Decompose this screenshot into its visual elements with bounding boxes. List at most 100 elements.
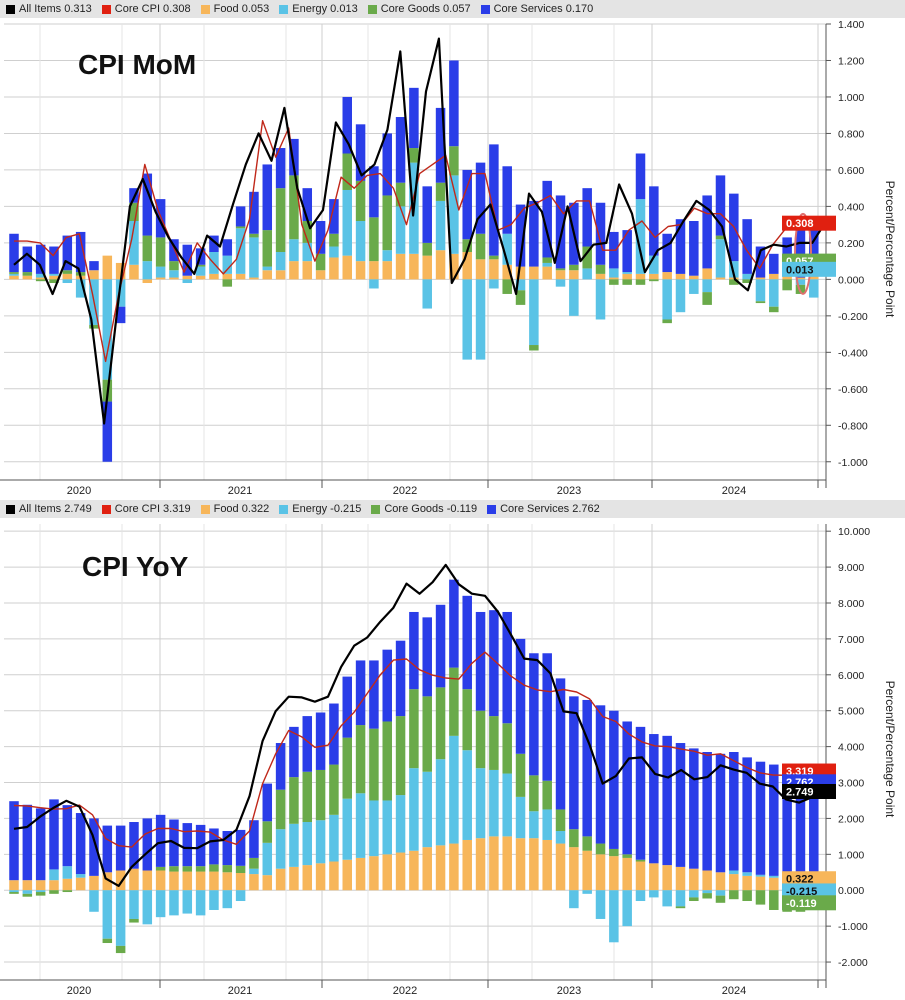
bar-core-goods xyxy=(275,188,286,252)
bar-energy xyxy=(62,866,73,879)
bar-food xyxy=(355,857,366,891)
bar-core-goods xyxy=(609,848,619,857)
bar-energy xyxy=(129,890,139,919)
bar-energy xyxy=(102,279,113,380)
bar-core-goods xyxy=(635,279,646,285)
bar-food xyxy=(649,273,659,280)
bar-core-services xyxy=(75,231,86,273)
bar-food xyxy=(235,873,246,891)
bar-energy xyxy=(582,268,592,280)
bar-energy xyxy=(235,890,246,902)
bar-core-services xyxy=(475,162,486,234)
legend-swatch xyxy=(200,504,210,514)
bar-core-services xyxy=(342,96,352,154)
bar-energy xyxy=(35,273,46,278)
bar-core-goods xyxy=(115,945,126,954)
bar-energy xyxy=(62,279,73,284)
bar-food xyxy=(115,870,126,891)
bar-energy xyxy=(515,279,526,291)
bar-core-goods xyxy=(435,182,446,201)
x-tick-label: 2020 xyxy=(67,485,91,497)
bar-energy xyxy=(702,890,712,894)
bar-energy xyxy=(742,872,752,876)
bar-energy xyxy=(289,823,299,867)
bar-core-services xyxy=(142,173,153,236)
bar-core-services xyxy=(262,783,273,822)
bar-core-services xyxy=(462,169,472,240)
bar-energy xyxy=(382,800,392,855)
bar-core-services xyxy=(62,235,73,271)
end-label-core-goods: -0.119 xyxy=(782,895,836,911)
bar-food xyxy=(769,273,779,280)
bar-core-services xyxy=(222,830,233,866)
bar-food xyxy=(555,270,566,280)
bar-core-services xyxy=(89,818,99,876)
bar-core-services xyxy=(809,228,819,260)
bar-food xyxy=(475,259,486,280)
bar-food xyxy=(262,270,273,280)
bar-food xyxy=(515,266,526,280)
bar-core-goods xyxy=(35,279,46,282)
end-label-text: -0.119 xyxy=(786,898,817,910)
x-tick-label: 2021 xyxy=(228,485,252,497)
bar-energy xyxy=(142,261,153,280)
bar-core-services xyxy=(49,799,59,870)
bar-energy xyxy=(315,820,326,864)
bar-food xyxy=(555,843,566,891)
bar-core-goods xyxy=(755,301,766,304)
bar-food xyxy=(422,847,432,891)
bar-food xyxy=(715,277,726,280)
bar-core-services xyxy=(102,825,113,873)
bar-energy xyxy=(529,811,539,839)
bar-food xyxy=(275,868,286,891)
bar-energy xyxy=(715,239,726,278)
bar-core-services xyxy=(742,219,752,274)
bar-core-goods xyxy=(515,753,526,797)
bar-energy xyxy=(435,759,446,846)
yoy-panel: All Items 2.749 Core CPI 3.319 Food 0.322 E… xyxy=(0,500,905,1000)
bar-food xyxy=(49,275,59,280)
y-tick-label: 0.000 xyxy=(838,885,864,897)
end-label-core-cpi: 0.308 xyxy=(782,215,836,231)
bar-core-services xyxy=(529,200,539,267)
bar-food xyxy=(329,861,339,891)
legend-swatch xyxy=(101,4,111,14)
line-all-items xyxy=(13,37,827,425)
bar-core-goods xyxy=(729,890,739,900)
bar-core-services xyxy=(89,261,99,271)
y-tick-label: 0.400 xyxy=(838,201,864,213)
legend-swatch xyxy=(367,4,377,14)
end-label-text: 0.322 xyxy=(786,874,814,886)
mom-legend: All Items 0.313 Core CPI 0.308 Food 0.053 E… xyxy=(0,0,905,18)
y-tick-label: 7.000 xyxy=(838,634,864,646)
bar-food xyxy=(169,871,179,891)
line-all-items xyxy=(13,563,826,887)
bar-core-goods xyxy=(742,279,752,284)
bar-food xyxy=(315,270,326,280)
bar-core-services xyxy=(302,188,313,221)
bar-core-goods xyxy=(449,667,459,736)
bar-food xyxy=(662,272,672,280)
bar-food xyxy=(435,250,446,280)
bar-food xyxy=(569,270,579,280)
bar-core-goods xyxy=(609,279,619,285)
bar-energy xyxy=(675,890,686,907)
bar-core-services xyxy=(755,246,766,278)
bar-energy xyxy=(635,199,646,274)
bar-food xyxy=(142,870,153,891)
bar-core-goods xyxy=(582,246,592,269)
bar-food xyxy=(222,273,233,280)
bar-energy xyxy=(355,793,366,858)
y-tick-label: 9.000 xyxy=(838,562,864,574)
legend-text: Core Services 0.170 xyxy=(493,3,594,15)
bar-core-goods xyxy=(22,272,33,276)
bar-energy xyxy=(515,796,526,839)
bar-energy xyxy=(289,239,299,262)
bar-core-services xyxy=(209,235,219,252)
legend-item-all-items: All Items 0.313 xyxy=(6,3,92,15)
bar-energy xyxy=(302,242,313,262)
bar-food xyxy=(662,865,672,891)
end-label-box xyxy=(782,871,836,887)
bar-food xyxy=(129,264,139,280)
bar-energy xyxy=(702,279,712,293)
